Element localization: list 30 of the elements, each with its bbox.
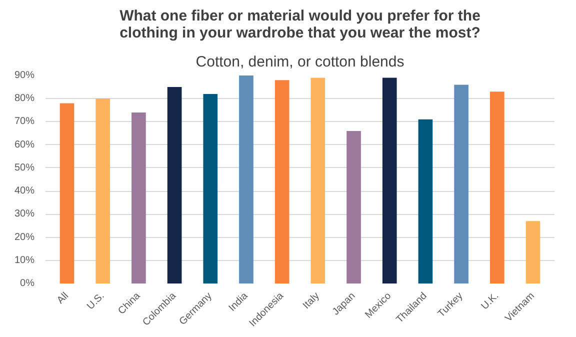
y-tick-label: 20% xyxy=(14,232,35,243)
x-tick-label: U.K. xyxy=(480,290,502,312)
bar xyxy=(418,119,433,284)
bar xyxy=(96,98,110,284)
y-tick-label: 60% xyxy=(14,139,35,150)
bar xyxy=(346,130,361,284)
x-tick-label: All xyxy=(55,290,71,306)
x-tick-label: U.S. xyxy=(85,290,107,312)
bar xyxy=(132,112,146,284)
bar xyxy=(203,94,218,284)
y-tick-label: 40% xyxy=(14,186,35,197)
bar xyxy=(60,103,74,284)
bar xyxy=(167,87,182,284)
y-tick-label: 70% xyxy=(14,116,35,128)
y-tick-label: 90% xyxy=(14,70,35,81)
bar xyxy=(239,76,254,284)
bar xyxy=(454,84,468,284)
bar xyxy=(526,221,540,284)
bar xyxy=(490,92,504,284)
y-tick-label: 50% xyxy=(14,162,35,174)
bar xyxy=(274,80,290,284)
chart-title: What one fiber or material would you prefer for the clothing in your wardrobe that you wear the most? xyxy=(120,8,480,42)
y-tick-label: 80% xyxy=(14,93,35,104)
bar xyxy=(310,78,326,284)
y-tick-label: 30% xyxy=(14,208,35,220)
x-tick-label: Italy xyxy=(301,290,322,312)
bar xyxy=(382,78,397,284)
y-tick-label: 10% xyxy=(14,254,35,266)
y-tick-label: 0% xyxy=(20,278,35,289)
chart-subtitle: Cotton, denim, or cotton blends xyxy=(196,54,404,70)
